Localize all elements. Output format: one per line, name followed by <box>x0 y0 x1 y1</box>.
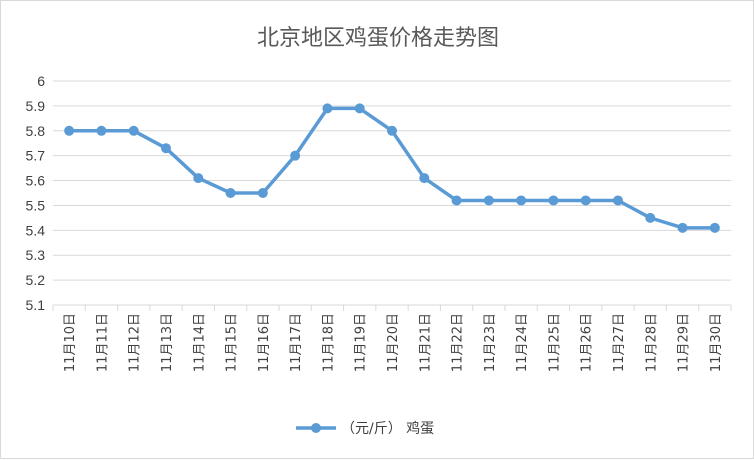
y-tick-label: 5.8 <box>26 123 46 139</box>
series-layer <box>64 103 720 233</box>
y-tick-label: 6 <box>37 73 45 89</box>
y-tick-label: 5.1 <box>26 297 46 313</box>
data-point <box>645 212 656 223</box>
data-point <box>580 195 591 206</box>
data-point <box>548 195 559 206</box>
data-point <box>613 195 623 206</box>
x-axis-ticks: 11月10日 11月11日 11月12日 11月13日 11月14日 11月15日 11月1… <box>52 305 732 372</box>
data-point <box>290 150 301 161</box>
data-point <box>709 222 720 233</box>
data-point <box>128 125 139 136</box>
x-tick-label: 11月12日 <box>128 313 143 372</box>
data-point <box>677 222 688 233</box>
x-tick-label: 11月27日 <box>612 313 627 372</box>
x-tick-label: 11月13日 <box>160 313 175 372</box>
data-point <box>419 173 430 184</box>
data-point <box>225 188 236 198</box>
y-tick-label: 5.9 <box>26 98 46 114</box>
data-point <box>483 195 494 206</box>
y-tick-label: 5.6 <box>26 173 46 189</box>
legend-series-label: （元/斤） 鸡蛋 <box>341 420 434 437</box>
x-tick-label: 11月15日 <box>225 313 240 372</box>
x-tick-label: 11月28日 <box>644 313 659 372</box>
x-tick-label: 11月19日 <box>354 313 369 372</box>
chart-title: 北京地区鸡蛋价格走势图 <box>257 26 499 51</box>
data-point <box>161 143 171 154</box>
data-point <box>193 173 204 184</box>
x-tick-label: 11月11日 <box>95 313 110 372</box>
x-tick-label: 11月30日 <box>709 313 724 372</box>
data-point <box>64 125 75 136</box>
data-point <box>96 125 107 136</box>
x-tick-label: 11月22日 <box>451 313 466 372</box>
x-tick-label: 11月16日 <box>257 313 272 372</box>
data-point <box>516 195 527 206</box>
data-point <box>387 125 397 136</box>
legend-point-marker <box>311 423 321 433</box>
data-point <box>354 103 365 114</box>
y-tick-label: 5.5 <box>26 197 46 213</box>
x-tick-label: 11月29日 <box>677 313 692 372</box>
x-tick-label: 11月10日 <box>63 313 78 372</box>
data-point <box>451 195 462 206</box>
legend: （元/斤） 鸡蛋 <box>296 420 434 437</box>
y-tick-label: 5.3 <box>26 247 46 263</box>
x-tick-label: 11月25日 <box>547 313 562 372</box>
x-tick-label: 11月14日 <box>192 313 207 372</box>
data-point <box>257 188 268 198</box>
x-tick-label: 11月20日 <box>386 313 401 372</box>
x-tick-label: 11月26日 <box>580 313 595 372</box>
x-tick-label: 11月18日 <box>321 313 336 372</box>
x-tick-label: 11月23日 <box>483 313 498 372</box>
y-tick-label: 5.4 <box>26 222 46 238</box>
x-tick-label: 11月21日 <box>418 313 433 372</box>
y-axis-ticks: 5.1 5.2 5.3 5.4 5.5 5.6 5.7 5.8 5.9 6 <box>26 73 46 313</box>
data-point <box>322 103 333 114</box>
gridlines <box>53 80 731 306</box>
y-tick-label: 5.2 <box>26 272 46 288</box>
x-tick-label: 11月24日 <box>515 313 530 372</box>
y-tick-label: 5.7 <box>26 148 46 164</box>
x-tick-label: 11月17日 <box>289 313 304 372</box>
